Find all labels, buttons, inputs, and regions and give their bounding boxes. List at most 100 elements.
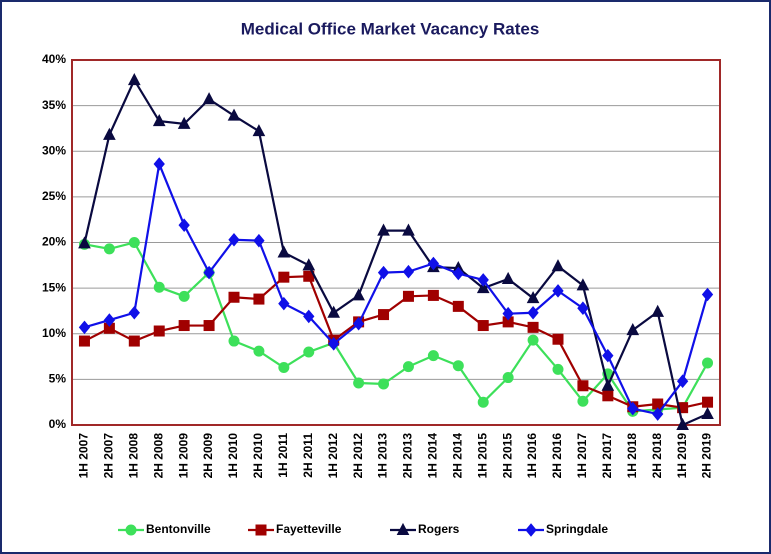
data-point [128, 305, 140, 320]
data-point [278, 271, 290, 283]
x-tick-label: 1H 2018 [625, 433, 639, 479]
data-point [527, 334, 539, 346]
data-point [178, 320, 190, 332]
data-point [702, 357, 714, 369]
data-point [626, 323, 640, 336]
x-tick-label: 1H 2007 [77, 433, 91, 479]
data-point [127, 72, 141, 86]
plot-border [71, 59, 721, 426]
data-point [527, 321, 539, 333]
data-point [153, 281, 165, 293]
data-point [577, 395, 589, 407]
data-point [103, 243, 115, 255]
y-tick-label: 0% [49, 417, 67, 431]
legend-marker [396, 522, 410, 535]
y-tick-label: 15% [42, 280, 66, 294]
x-tick-label: 1H 2017 [575, 433, 589, 479]
data-point [552, 284, 564, 298]
data-point [228, 232, 240, 247]
data-point [402, 264, 415, 279]
data-point [378, 378, 390, 390]
x-tick-label: 2H 2014 [450, 433, 464, 479]
legend-marker [255, 524, 267, 536]
legend-marker [525, 523, 537, 537]
data-point [177, 116, 191, 129]
data-point [277, 245, 291, 258]
data-point [701, 406, 714, 420]
data-point [352, 316, 365, 331]
data-point [501, 271, 515, 284]
x-tick-label: 1H 2011 [276, 433, 290, 478]
legend-label: Rogers [418, 522, 460, 536]
data-point [103, 127, 116, 140]
data-point [601, 378, 615, 391]
data-point [676, 374, 689, 388]
data-point [278, 296, 290, 311]
y-tick-label: 5% [49, 372, 67, 386]
data-point [602, 390, 614, 402]
data-point [353, 377, 365, 389]
data-point [427, 350, 439, 362]
data-point [577, 301, 589, 315]
data-point [78, 236, 91, 249]
data-point [477, 273, 489, 287]
data-point [651, 304, 665, 317]
data-point [602, 348, 614, 363]
data-point [676, 417, 689, 430]
data-point [552, 363, 564, 375]
x-tick-label: 2H 2008 [151, 433, 165, 479]
data-point [477, 396, 489, 408]
data-point [153, 325, 165, 337]
data-point [227, 108, 241, 121]
series-line [84, 241, 709, 413]
data-point [278, 362, 290, 374]
data-point [627, 401, 639, 416]
y-tick-label: 40% [42, 52, 66, 66]
x-tick-label: 2H 2010 [251, 433, 265, 479]
x-tick-label: 1H 2016 [525, 433, 539, 479]
y-tick-label: 25% [42, 189, 66, 203]
x-tick-label: 2H 2019 [700, 433, 714, 479]
data-point [128, 335, 140, 347]
x-tick-label: 1H 2013 [376, 433, 390, 479]
data-point [253, 345, 265, 357]
data-point [252, 124, 266, 137]
data-point [103, 313, 116, 327]
data-point [128, 237, 140, 248]
x-tick-label: 2H 2012 [351, 433, 365, 479]
x-tick-label: 2H 2011 [301, 433, 315, 478]
data-point [402, 223, 415, 236]
data-point [526, 291, 540, 304]
data-point [577, 380, 589, 392]
data-point [527, 305, 539, 320]
data-point [377, 265, 390, 280]
data-point [203, 320, 215, 332]
data-point [701, 287, 714, 302]
y-tick-label: 20% [42, 235, 66, 249]
data-point [253, 233, 265, 248]
data-point [377, 223, 390, 236]
data-point [178, 290, 190, 302]
data-point [402, 361, 414, 373]
legend-label: Springdale [546, 522, 608, 536]
data-point [378, 309, 390, 321]
series-line [84, 160, 709, 416]
data-point [328, 337, 340, 351]
x-tick-label: 1H 2019 [675, 433, 689, 479]
data-point [476, 281, 490, 294]
data-point [402, 290, 414, 302]
y-tick-label: 30% [42, 143, 66, 157]
data-point [78, 320, 91, 335]
data-point [303, 346, 315, 358]
data-point [152, 114, 166, 127]
x-tick-label: 1H 2009 [176, 433, 190, 479]
data-point [302, 258, 316, 271]
data-point [427, 289, 439, 301]
y-tick-label: 35% [42, 98, 66, 112]
x-tick-label: 2H 2015 [500, 433, 514, 479]
x-tick-label: 1H 2010 [226, 433, 240, 479]
x-tick-label: 1H 2014 [426, 433, 440, 479]
y-tick-label: 10% [42, 326, 66, 340]
data-point [427, 256, 440, 271]
x-tick-label: 2H 2007 [102, 433, 116, 479]
